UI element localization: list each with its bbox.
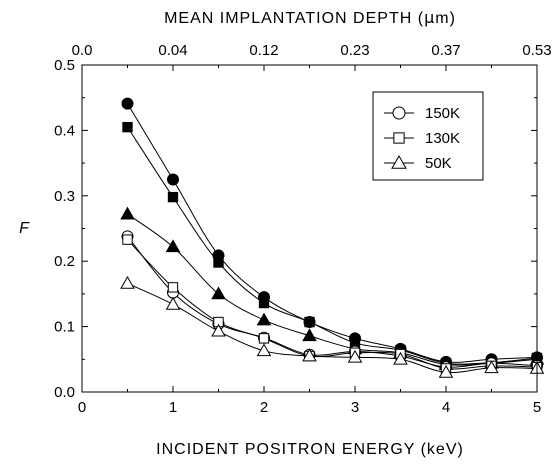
series-line (127, 103, 538, 363)
data-point (304, 316, 315, 328)
data-point (167, 282, 179, 293)
top-tick-label: 0.0 (72, 42, 93, 59)
data-point (258, 297, 270, 309)
x-tick-label: 1 (169, 399, 177, 416)
legend-marker-circle (392, 106, 406, 120)
axes-layer: 0 1 2 3 4 5 0.0 0.04 0.12 0.23 0.37 0.53 0.0 0.1 0.2 0.… (54, 42, 551, 416)
series-3-circle-open (121, 230, 543, 374)
legend: 150K 130K 50K (372, 91, 484, 181)
x-tick-label: 0 (78, 399, 86, 416)
legend-label: 50K (425, 155, 452, 172)
data-point (213, 257, 224, 268)
y-axis-title: F (19, 220, 30, 237)
x-tick-label: 2 (260, 399, 268, 416)
x-axis-title: INCIDENT POSITRON ENERGY (keV) (156, 441, 464, 458)
top-tick-label: 0.12 (249, 42, 278, 59)
series-line (127, 236, 538, 368)
series-line (127, 126, 538, 365)
top-axis-title-unit: m) (435, 10, 456, 27)
series-5-triangle-open (120, 275, 545, 378)
data-point (121, 97, 134, 110)
x-tick-label: 4 (442, 399, 450, 416)
data-point (120, 275, 135, 289)
y-tick-label: 0.1 (54, 319, 75, 336)
series-2-triangle-filled (120, 206, 545, 370)
y-tick-label: 0.2 (54, 253, 75, 270)
y-tick-label: 0.5 (54, 57, 75, 74)
data-point (484, 360, 499, 374)
data-point (302, 328, 317, 342)
legend-label: 130K (425, 130, 460, 147)
series-line (127, 239, 538, 370)
data-point (393, 351, 408, 365)
data-point (167, 191, 179, 203)
y-tick-label: 0.3 (54, 188, 75, 205)
top-axis-title-text: MEAN IMPLANTATION DEPTH ( (164, 10, 424, 27)
top-tick-label: 0.23 (340, 42, 369, 59)
x-tick-label: 5 (533, 399, 541, 416)
series-line (127, 213, 538, 366)
data-point (165, 296, 181, 310)
top-axis-title-mu: μ (424, 8, 435, 27)
y-tick-label: 0.0 (54, 384, 75, 401)
top-tick-label: 0.37 (431, 42, 460, 59)
data-point (165, 239, 181, 253)
data-point (256, 343, 272, 357)
legend-label: 150K (425, 105, 460, 122)
y-tick-label: 0.4 (54, 122, 75, 139)
data-point (167, 173, 179, 186)
data-point (211, 286, 226, 300)
top-tick-label: 0.53 (522, 42, 551, 59)
data-point (302, 348, 317, 362)
data-point (256, 312, 272, 326)
data-point (122, 234, 133, 245)
legend-marker-triangle (391, 154, 407, 169)
data-point (347, 349, 363, 363)
data-point (258, 333, 270, 344)
data-point (120, 206, 135, 220)
top-axis-title: MEAN IMPLANTATION DEPTH (μm) (164, 8, 456, 27)
data-point (122, 121, 133, 133)
data-point (211, 323, 226, 337)
legend-box (372, 91, 484, 181)
series-line (127, 282, 538, 374)
x-tick-label: 3 (351, 399, 359, 416)
series-layer (120, 97, 545, 378)
data-point (438, 364, 454, 378)
legend-marker-square (393, 132, 405, 144)
top-tick-label: 0.04 (158, 42, 187, 59)
